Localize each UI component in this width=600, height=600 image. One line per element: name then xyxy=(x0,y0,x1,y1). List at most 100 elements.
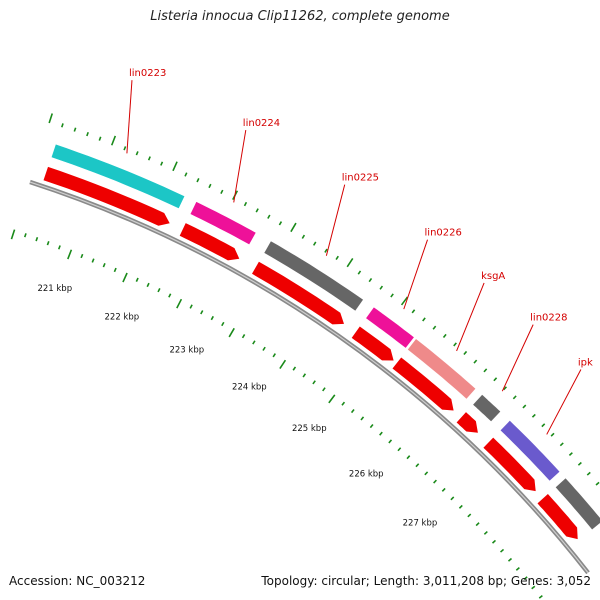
cds-arrow xyxy=(252,261,344,325)
cds-track xyxy=(43,166,578,540)
inner-tick xyxy=(312,380,316,385)
outer-tick xyxy=(147,156,151,161)
outer-tick xyxy=(123,146,127,151)
cds-arrow xyxy=(537,494,578,540)
outer-tick xyxy=(48,113,54,124)
outer-tick xyxy=(368,277,373,283)
inner-tick xyxy=(328,394,336,404)
kbp-label: 226 kbp xyxy=(349,469,384,479)
outer-tick xyxy=(278,221,283,226)
outer-tick xyxy=(86,131,89,137)
inner-tick xyxy=(262,346,266,351)
outer-tick xyxy=(160,161,164,166)
gene-block-ksgA xyxy=(406,338,477,400)
kbp-labels: 221 kbp 222 kbp 223 kbp 224 kbp 225 kbp 226 k… xyxy=(37,284,437,528)
gene-block-ipk xyxy=(499,419,561,482)
inner-tick xyxy=(228,327,235,338)
inner-tick xyxy=(450,496,455,501)
outer-tick xyxy=(98,136,102,141)
outer-tick xyxy=(61,123,64,128)
cds-arrow xyxy=(392,357,454,411)
gene-label-lin0228: lin0228 xyxy=(530,313,567,324)
inner-tick xyxy=(210,315,214,321)
inner-tick xyxy=(10,229,16,240)
gene-label-lin0223: lin0223 xyxy=(129,68,166,79)
inner-tick xyxy=(279,359,287,369)
inner-tick xyxy=(23,233,27,238)
cds-arrow xyxy=(351,326,394,361)
gene-track xyxy=(50,143,600,531)
inner-tick xyxy=(500,548,505,553)
inner-tick xyxy=(379,431,383,436)
inner-tick xyxy=(200,310,204,315)
inner-tick xyxy=(415,463,420,468)
backbone-highlight xyxy=(29,181,589,574)
inner-tick xyxy=(135,277,139,282)
gene-block-lin0228 xyxy=(472,393,502,423)
kbp-label: 223 kbp xyxy=(169,345,204,355)
outer-tick xyxy=(390,293,394,298)
outer-tick xyxy=(541,423,546,428)
inner-tick xyxy=(157,288,161,293)
outer-tick xyxy=(73,127,77,132)
outer-tick xyxy=(184,172,188,177)
inner-tick xyxy=(360,416,365,421)
kbp-label: 222 kbp xyxy=(105,312,140,322)
outer-tick xyxy=(357,270,362,275)
inner-tick xyxy=(350,408,355,414)
inner-tick xyxy=(523,576,528,581)
gene-block-lin0225 xyxy=(263,240,364,312)
label-leader xyxy=(546,369,582,435)
outer-tick xyxy=(586,471,591,476)
inner-tick xyxy=(221,321,225,327)
inner-tick xyxy=(458,504,463,509)
inner-tick xyxy=(322,387,326,392)
kbp-label: 227 kbp xyxy=(403,519,438,529)
inner-tick xyxy=(46,241,50,246)
inner-tick xyxy=(122,272,128,283)
gene-block-lin0226 xyxy=(365,306,415,349)
inner-tick xyxy=(168,293,172,298)
outer-tick xyxy=(324,248,328,253)
inner-tick xyxy=(433,479,437,484)
inner-tick xyxy=(91,258,95,263)
map-title: Listeria innocua Clip11262, complete gen… xyxy=(150,9,450,24)
gene-block-unnamed xyxy=(554,477,600,531)
label-leader xyxy=(456,282,485,352)
kbp-label: 224 kbp xyxy=(232,383,267,393)
inner-tick xyxy=(538,594,543,599)
inner-tick xyxy=(341,401,346,406)
label-leader xyxy=(126,80,133,154)
cds-arrow xyxy=(456,412,478,433)
outer-tick xyxy=(442,333,447,339)
inner-tick xyxy=(441,487,446,492)
outer-tick xyxy=(473,359,478,364)
inner-tick xyxy=(475,522,480,527)
outer-tick xyxy=(422,317,426,322)
inner-tick xyxy=(483,530,488,535)
outer-tick xyxy=(290,222,297,233)
inner-tick xyxy=(252,340,256,345)
accession-text: Accession: NC_003212 xyxy=(9,574,146,588)
outer-tick xyxy=(172,161,178,172)
outer-tick xyxy=(400,296,409,306)
outer-tick xyxy=(432,325,437,330)
outer-tick xyxy=(577,461,582,466)
outer-tick xyxy=(220,189,224,195)
outer-tick xyxy=(379,285,384,290)
label-leader xyxy=(403,239,428,310)
gene-labels: lin0223 lin0224 lin0225 lin0226 ksgA lin0228 i… xyxy=(126,68,593,435)
inner-tick xyxy=(397,447,402,452)
inner-tick xyxy=(241,334,246,339)
outer-tick xyxy=(550,432,555,437)
inner-tick xyxy=(424,471,429,476)
outer-tick xyxy=(503,386,507,391)
inner-tick xyxy=(102,263,106,268)
outer-tick xyxy=(312,241,317,246)
outer-tick xyxy=(453,342,457,347)
outer-tick xyxy=(568,452,573,456)
cds-arrow xyxy=(179,223,240,261)
inner-tick xyxy=(388,439,393,444)
label-leader xyxy=(501,324,534,392)
